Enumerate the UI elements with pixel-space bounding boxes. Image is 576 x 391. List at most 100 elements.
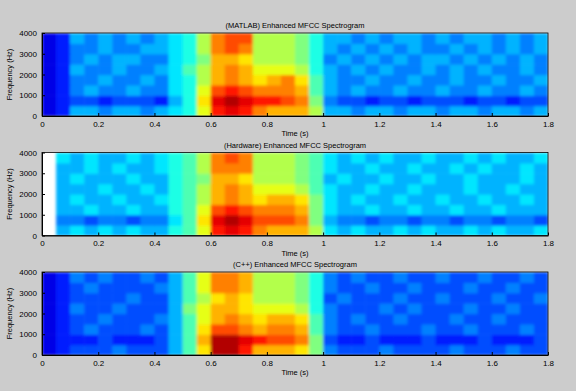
- heatmap-cell: [520, 106, 535, 116]
- heatmap-cell: [140, 64, 155, 75]
- heatmap-cell: [506, 334, 521, 345]
- heatmap-cell: [211, 54, 226, 65]
- heatmap-cell: [70, 282, 85, 293]
- heatmap-cell: [337, 153, 352, 164]
- heatmap-cell: [422, 33, 437, 44]
- heatmap-cell: [506, 75, 521, 86]
- heatmap-cell: [84, 43, 99, 54]
- heatmap-cell: [267, 303, 282, 314]
- heatmap-cell: [281, 33, 296, 44]
- heatmap-cell: [464, 272, 479, 283]
- heatmap-cell: [520, 75, 535, 86]
- heatmap-cell: [464, 345, 479, 355]
- heatmap-cell: [337, 225, 352, 235]
- heatmap-cell: [337, 85, 352, 96]
- heatmap-cell: [211, 43, 226, 54]
- tick-label: 0.4: [149, 359, 161, 368]
- heatmap-cell: [365, 173, 380, 184]
- tick: 4000: [19, 29, 45, 38]
- heatmap-cell: [422, 153, 437, 164]
- heatmap-cell: [126, 324, 141, 335]
- heatmap-cell: [295, 173, 310, 184]
- heatmap-cell: [379, 163, 394, 174]
- heatmap-cell: [295, 163, 310, 174]
- heatmap-cell: [407, 75, 422, 86]
- heatmap-cell: [56, 215, 71, 226]
- tick-label: 1.6: [487, 120, 499, 129]
- heatmap-cell: [337, 324, 352, 335]
- heatmap-cell: [211, 33, 226, 44]
- heatmap-cell: [464, 173, 479, 184]
- heatmap-cell: [42, 272, 57, 283]
- heatmap-cell: [492, 54, 507, 65]
- heatmap-cell: [295, 85, 310, 96]
- heatmap-cell: [309, 204, 324, 215]
- heatmap-cell: [351, 43, 366, 54]
- heatmap-cell: [267, 85, 282, 96]
- tick-label: 0.2: [93, 239, 105, 248]
- heatmap-cell: [225, 334, 240, 345]
- heatmap-cell: [169, 334, 184, 345]
- heatmap-cell: [464, 43, 479, 54]
- heatmap-cell: [70, 303, 85, 314]
- heatmap-cell: [492, 225, 507, 235]
- heatmap-cell: [140, 215, 155, 226]
- heatmap-cell: [407, 33, 422, 44]
- heatmap-cell: [323, 225, 338, 235]
- heatmap-cell: [281, 225, 296, 235]
- heatmap-cell: [478, 106, 493, 116]
- heatmap-cell: [84, 173, 99, 184]
- heatmap-cell: [407, 163, 422, 174]
- heatmap-cell: [169, 282, 184, 293]
- heatmap-cell: [281, 204, 296, 215]
- heatmap-cell: [351, 153, 366, 164]
- heatmap-cell: [407, 215, 422, 226]
- heatmap-cell: [393, 163, 408, 174]
- heatmap-cell: [464, 64, 479, 75]
- heatmap-cell: [520, 215, 535, 226]
- heatmap-cell: [225, 293, 240, 304]
- heatmap-cell: [56, 334, 71, 345]
- heatmap-cell: [154, 54, 169, 65]
- heatmap-cell: [197, 204, 212, 215]
- heatmap-cell: [154, 153, 169, 164]
- heatmap-cell: [534, 95, 548, 106]
- heatmap-cell: [393, 33, 408, 44]
- tick-label: 1000: [19, 211, 37, 220]
- heatmap-cell: [154, 43, 169, 54]
- y-axis: 01000200030004000: [19, 268, 45, 360]
- heatmap-cell: [70, 173, 85, 184]
- tick: 0: [33, 232, 45, 241]
- heatmap-cell: [281, 345, 296, 355]
- heatmap-cell: [267, 215, 282, 226]
- heatmap-cell: [323, 163, 338, 174]
- heatmap-cell: [365, 85, 380, 96]
- heatmap-cell: [337, 173, 352, 184]
- tick-mark: [42, 314, 45, 315]
- heatmap-cell: [464, 184, 479, 195]
- tick-mark: [42, 95, 45, 96]
- tick: 1.6: [487, 352, 499, 368]
- heatmap-cell: [520, 95, 535, 106]
- heatmap-cell: [534, 225, 548, 235]
- heatmap-cell: [154, 282, 169, 293]
- heatmap-cell: [154, 33, 169, 44]
- heatmap-cell: [140, 194, 155, 205]
- heatmap-cell: [478, 272, 493, 283]
- heatmap-cell: [464, 293, 479, 304]
- heatmap-cell: [492, 303, 507, 314]
- heatmap-cell: [450, 33, 465, 44]
- tick-label: 0: [40, 359, 45, 368]
- heatmap-cell: [169, 184, 184, 195]
- heatmap-cell: [154, 163, 169, 174]
- heatmap-cell: [520, 345, 535, 355]
- heatmap-cell: [393, 293, 408, 304]
- heatmap-cell: [379, 85, 394, 96]
- heatmap-cell: [211, 272, 226, 283]
- heatmap-cell: [464, 303, 479, 314]
- tick-mark: [379, 233, 380, 236]
- heatmap-cell: [239, 303, 254, 314]
- heatmap-cell: [169, 345, 184, 355]
- heatmap-cell: [197, 106, 212, 116]
- heatmap-cell: [126, 64, 141, 75]
